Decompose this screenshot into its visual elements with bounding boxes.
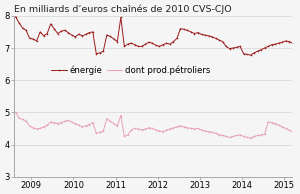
Legend: énergie, dont prod.pétroliers: énergie, dont prod.pétroliers bbox=[51, 65, 210, 75]
énergie bbox=[59, 30, 63, 32]
dont prod.pétroliers bbox=[182, 126, 186, 128]
dont prod.pétroliers bbox=[109, 120, 112, 122]
dont prod.pétroliers bbox=[59, 121, 63, 124]
énergie bbox=[109, 35, 112, 38]
dont prod.pétroliers bbox=[193, 128, 196, 130]
Text: En milliards d’euros chaînés de 2010 CVS-CJO: En milliards d’euros chaînés de 2010 CVS… bbox=[14, 4, 231, 14]
énergie bbox=[158, 45, 161, 48]
Line: dont prod.pétroliers: dont prod.pétroliers bbox=[15, 112, 300, 141]
dont prod.pétroliers bbox=[158, 130, 161, 132]
énergie bbox=[182, 28, 186, 30]
énergie bbox=[193, 32, 196, 35]
énergie bbox=[14, 16, 17, 18]
dont prod.pétroliers bbox=[14, 111, 17, 113]
Line: énergie: énergie bbox=[15, 16, 300, 60]
